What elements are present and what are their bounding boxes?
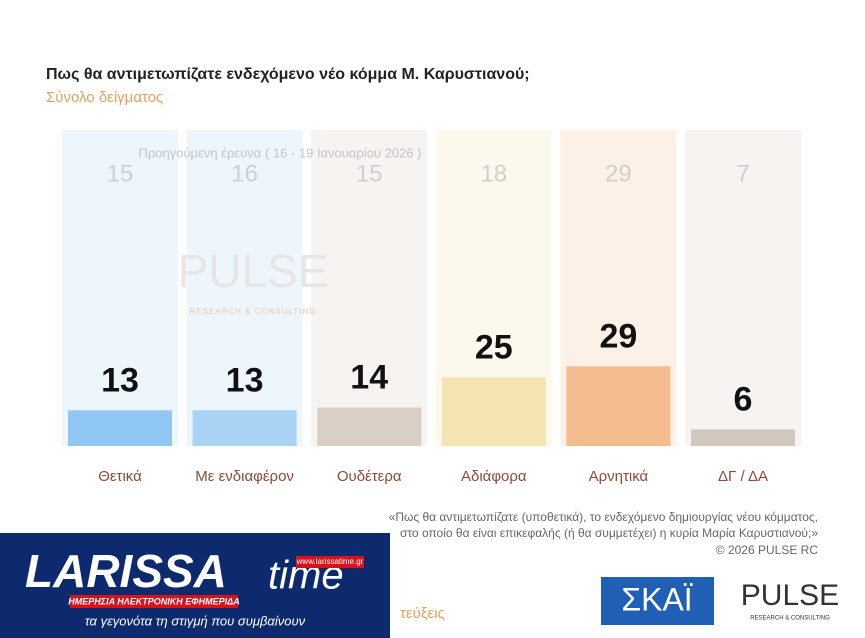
previous-value: 15 — [107, 160, 134, 187]
x-tick-label: Θετικά — [98, 468, 142, 485]
column-bg — [311, 130, 428, 446]
bar — [691, 429, 795, 446]
previous-value: 29 — [605, 160, 632, 187]
previous-value: 7 — [736, 160, 749, 187]
column-bg — [685, 130, 801, 446]
value-label: 14 — [350, 359, 388, 397]
larissa-logo: LARISSA time www.larissatime.gr ΗΜΕΡΗΣΙΑ… — [0, 533, 390, 638]
footnote: στο οποίο θα είναι επικεφαλής (ή θα συμμ… — [400, 526, 818, 540]
value-label: 6 — [734, 380, 753, 418]
watermark-sub: RESEARCH & CONSULTING — [189, 307, 316, 316]
bar — [68, 410, 172, 446]
x-tick-label: Αδιάφορα — [461, 468, 527, 485]
x-tick-label: Με ενδιαφέρον — [195, 468, 294, 485]
chart-subtitle: Σύνολο δείγματος — [46, 89, 163, 106]
bar — [566, 366, 671, 446]
pollster-sub: RESEARCH & CONSULTING — [750, 616, 830, 622]
column-bg — [62, 130, 178, 446]
chart-title: Πως θα αντιμετωπίζατε ενδεχόμενο νέο κόμ… — [46, 66, 530, 83]
footnote: «Πως θα αντιμετωπίζατε (υποθετικά), το ε… — [389, 510, 818, 524]
url: www.larissatime.gr — [296, 557, 364, 566]
bar — [441, 377, 546, 446]
tagline: τα γεγονότα τη στιγμή που συμβαίνουν — [85, 613, 306, 628]
value-label: 13 — [226, 361, 264, 399]
broadcaster-logo: ΣΚΑΪ — [621, 581, 692, 617]
previous-survey-label: Προηγούμενη έρευνα ( 16 - 19 Ιανουαρίου … — [138, 145, 421, 160]
logo-bg — [0, 533, 390, 638]
tagline: ΗΜΕΡΗΣΙΑ ΗΛΕΚΤΡΟΝΙΚΗ ΕΦΗΜΕΡΙΔΑ — [68, 596, 239, 606]
previous-value: 18 — [480, 160, 507, 187]
hidden-text: τεύξεις — [400, 605, 445, 622]
broadcaster-bg — [601, 577, 714, 625]
value-label: 25 — [475, 328, 513, 366]
url-bg — [296, 556, 364, 568]
value-label: 13 — [101, 361, 139, 399]
value-label: 29 — [599, 317, 637, 355]
pollster-logo: PULSE — [741, 579, 839, 612]
bar — [192, 410, 297, 446]
column-bg — [186, 130, 303, 446]
x-tick-label: Ουδέτερα — [337, 468, 402, 485]
bar — [317, 407, 422, 446]
watermark: PULSE — [178, 245, 329, 297]
x-tick-label: Αρνητικά — [589, 468, 649, 485]
previous-value: 16 — [231, 160, 258, 187]
copyright: © 2026 PULSE RC — [716, 543, 819, 557]
columns — [62, 130, 801, 446]
tagline-bg — [70, 595, 238, 608]
x-tick-label: ΔΓ / ΔΑ — [718, 468, 768, 485]
previous-value: 15 — [356, 160, 383, 187]
logo-text: LARISSA — [25, 545, 227, 597]
